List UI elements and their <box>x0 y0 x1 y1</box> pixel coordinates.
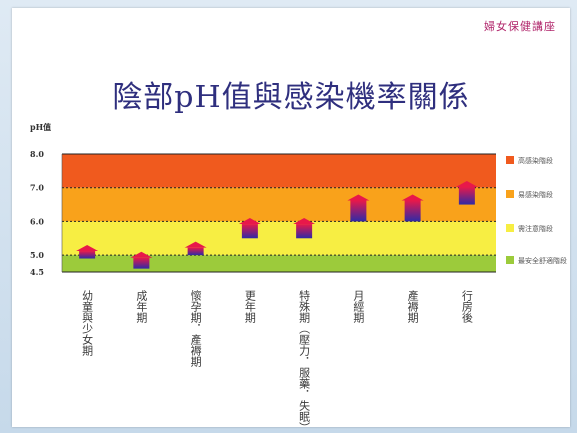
legend-swatch <box>506 190 514 198</box>
bar-head <box>76 245 99 252</box>
bar-head <box>238 218 261 225</box>
zone-band <box>62 187 496 222</box>
bar-shaft <box>133 257 150 269</box>
legend-label: 易感染階段 <box>518 190 553 199</box>
legend-label: 高感染階段 <box>518 156 553 165</box>
category-label: 特殊期（壓力．服藥．失眠） <box>298 289 311 433</box>
y-tick-label: 4.5 <box>30 267 44 277</box>
bar-head <box>184 241 207 248</box>
category-label: 行房後 <box>460 290 473 323</box>
category-label: 月經期 <box>352 290 365 324</box>
bar-shaft <box>241 224 258 239</box>
y-tick-label: 7.0 <box>30 183 44 193</box>
bar-arrow <box>130 251 153 269</box>
y-tick-label: 6.0 <box>30 216 44 226</box>
category-label: 懷孕期．產褥期 <box>189 290 202 368</box>
bar-head <box>130 251 153 258</box>
bar-head <box>293 218 316 225</box>
category-label: 成年期 <box>135 290 148 324</box>
bar-shaft <box>404 200 421 222</box>
bar-shaft <box>458 186 475 205</box>
bar-arrow <box>238 218 261 239</box>
bar-arrow <box>293 218 316 239</box>
y-tick-label: 8.0 <box>30 149 44 159</box>
legend-swatch <box>506 256 514 264</box>
legend-swatch <box>506 156 514 164</box>
category-label: 產褥期 <box>406 289 419 324</box>
category-label: 更年期 <box>243 290 256 324</box>
bar-shaft <box>350 200 367 222</box>
bar-head <box>347 194 370 201</box>
bar-arrow <box>76 245 99 259</box>
bar-shaft <box>187 247 204 256</box>
bar-shaft <box>296 224 313 239</box>
bar-arrow <box>455 180 478 205</box>
zone-band <box>62 221 496 256</box>
corner-title: 婦女保健講座 <box>484 20 556 33</box>
bar-arrow <box>184 241 207 256</box>
bar-head <box>401 194 424 201</box>
zone-band <box>62 154 496 188</box>
bar-shaft <box>79 251 96 259</box>
zone-band <box>62 255 496 272</box>
slide-title: 陰部pH值與感染機率關係 <box>112 80 470 115</box>
category-label: 幼童與少女期 <box>81 290 94 357</box>
bar-arrow <box>347 194 370 222</box>
y-axis-label: pH值 <box>30 122 51 132</box>
legend-label: 需注意階段 <box>518 224 553 233</box>
y-tick-label: 5.0 <box>30 250 44 260</box>
bar-head <box>455 180 478 187</box>
legend-label: 最安全舒適階段 <box>518 256 567 265</box>
legend-swatch <box>506 224 514 232</box>
bar-arrow <box>401 194 424 222</box>
